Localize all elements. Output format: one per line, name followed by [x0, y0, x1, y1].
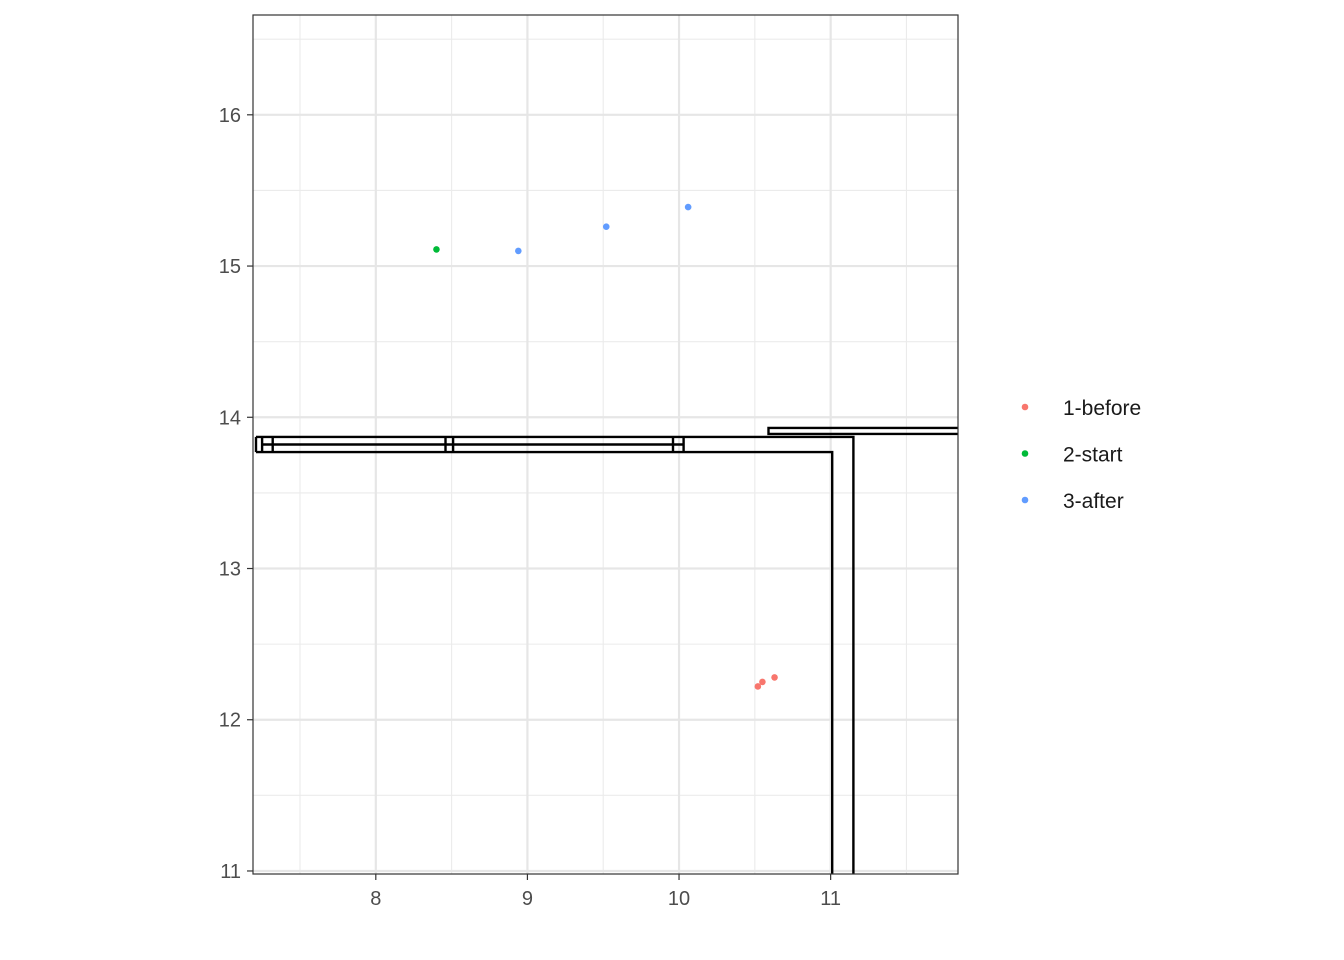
y-tick-label: 16 [219, 105, 241, 127]
x-tick-label: 8 [370, 888, 381, 910]
point-1-before [771, 674, 778, 681]
point-2-start [433, 246, 440, 253]
legend-key-2-start [1021, 450, 1029, 457]
legend: 1-before 2-start 3-after [1021, 397, 1141, 513]
x-axis-labels: 8 9 10 11 [370, 888, 841, 910]
point-1-before [759, 678, 766, 686]
y-tick-label: 14 [219, 407, 241, 429]
panel-border [252, 14, 959, 875]
point-3-after [515, 247, 522, 255]
legend-label-2-start: 2-start [1063, 444, 1123, 467]
point-3-after [684, 203, 692, 211]
legend-item-1-before: 1-before [1021, 397, 1141, 420]
point-3-after [602, 223, 610, 231]
y-axis-labels: 11 12 13 14 15 16 [219, 105, 241, 883]
minor-grid [253, 15, 958, 874]
x-tick-label: 9 [522, 888, 533, 910]
outline-path-1 [256, 435, 855, 874]
y-tick-label: 13 [219, 559, 241, 581]
legend-key-1-before [1021, 403, 1029, 411]
y-tick-label: 11 [220, 861, 241, 883]
outline-path-2 [256, 450, 834, 874]
y-tick-label: 12 [219, 710, 241, 732]
legend-label-3-after: 3-after [1063, 490, 1124, 513]
legend-key-3-after [1021, 496, 1029, 504]
track-outline [254, 426, 958, 874]
y-tick-label: 15 [219, 256, 241, 278]
outline-path-11 [767, 426, 958, 436]
legend-item-3-after: 3-after [1021, 490, 1124, 513]
x-tick-label: 11 [820, 888, 841, 910]
axis-ticks [247, 114, 832, 880]
x-tick-label: 10 [668, 888, 690, 910]
legend-item-2-start: 2-start [1021, 444, 1123, 467]
data-points [433, 203, 778, 690]
point-1-before [754, 683, 762, 690]
legend-label-1-before: 1-before [1063, 397, 1141, 420]
